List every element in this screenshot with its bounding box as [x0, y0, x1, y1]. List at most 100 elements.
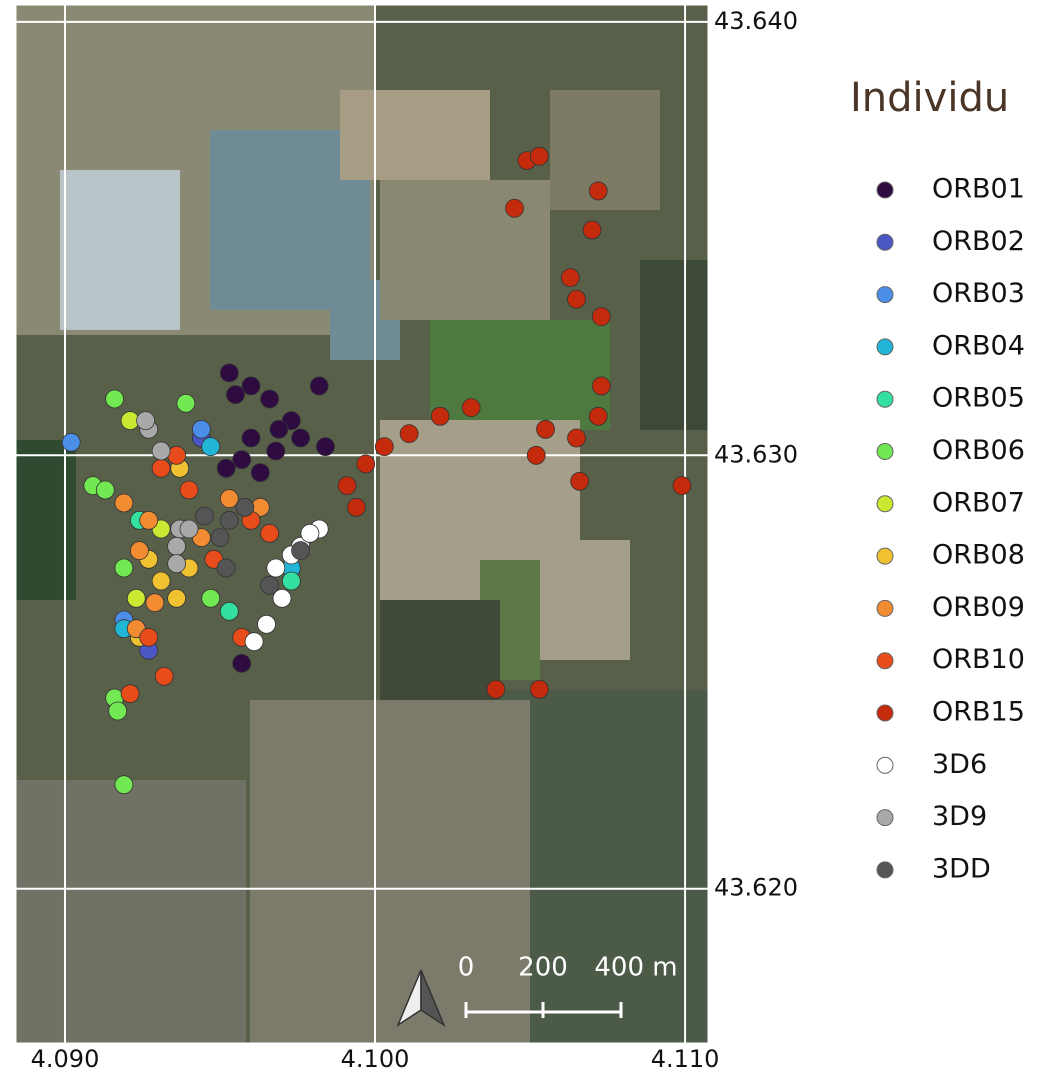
legend-swatch	[877, 339, 893, 355]
location-point	[137, 412, 155, 430]
location-point	[258, 615, 276, 633]
legend-label: 3DD	[932, 853, 991, 884]
location-point	[506, 199, 524, 217]
x-tick-label: 4.090	[31, 1045, 100, 1073]
location-point	[155, 667, 173, 685]
location-point	[152, 442, 170, 460]
x-tick-label: 4.110	[651, 1045, 720, 1073]
location-point	[592, 308, 610, 326]
location-point	[192, 420, 210, 438]
legend-label: ORB05	[932, 383, 1025, 414]
legend-swatch	[877, 862, 893, 878]
location-point	[140, 511, 158, 529]
location-point	[180, 481, 198, 499]
location-point	[236, 498, 254, 516]
location-point	[338, 477, 356, 495]
location-point	[400, 425, 418, 443]
location-point	[462, 399, 480, 417]
legend-title: Individu	[850, 75, 1009, 121]
location-point	[220, 364, 238, 382]
location-point	[115, 559, 133, 577]
location-point	[220, 490, 238, 508]
location-point	[96, 481, 114, 499]
location-point	[261, 576, 279, 594]
location-point	[537, 420, 555, 438]
y-tick-label: 43.640	[714, 7, 798, 35]
location-point	[202, 589, 220, 607]
location-point	[227, 386, 245, 404]
legend-label: 3D6	[932, 749, 987, 780]
location-point	[267, 442, 285, 460]
location-point	[211, 529, 229, 547]
legend-swatch	[877, 653, 893, 669]
location-point	[292, 542, 310, 560]
legend-swatch	[877, 705, 893, 721]
location-point	[316, 438, 334, 456]
location-point	[233, 451, 251, 469]
location-point	[168, 555, 186, 573]
scale-label: 0	[458, 953, 475, 983]
location-point	[261, 390, 279, 408]
location-point	[568, 290, 586, 308]
location-point	[62, 433, 80, 451]
legend-label: ORB09	[932, 592, 1025, 623]
legend-swatch	[877, 810, 893, 826]
location-point	[270, 420, 288, 438]
legend-swatch	[877, 548, 893, 564]
legend-swatch	[877, 234, 893, 250]
legend-swatch	[877, 600, 893, 616]
location-point	[140, 628, 158, 646]
location-point	[583, 221, 601, 239]
location-point	[568, 429, 586, 447]
legend-label: ORB15	[932, 697, 1025, 728]
location-point	[168, 537, 186, 555]
location-point	[487, 680, 505, 698]
location-point	[220, 602, 238, 620]
location-point	[527, 446, 545, 464]
location-point	[242, 429, 260, 447]
legend-swatch	[877, 757, 893, 773]
location-point	[251, 464, 269, 482]
legend-swatch	[877, 496, 893, 512]
location-point	[146, 594, 164, 612]
location-point	[347, 498, 365, 516]
location-point	[127, 589, 145, 607]
location-point	[180, 520, 198, 538]
location-point	[589, 407, 607, 425]
location-point	[233, 654, 251, 672]
location-point	[292, 429, 310, 447]
location-point	[168, 589, 186, 607]
x-tick-label: 4.100	[341, 1045, 410, 1073]
legend-swatch	[877, 444, 893, 460]
location-point	[589, 182, 607, 200]
location-point	[530, 147, 548, 165]
legend: ORB01ORB02ORB03ORB04ORB05ORB06ORB07ORB08…	[877, 174, 1025, 885]
location-point	[375, 438, 393, 456]
legend-swatch	[877, 391, 893, 407]
location-point	[267, 559, 285, 577]
legend-swatch	[877, 287, 893, 303]
location-point	[109, 702, 127, 720]
location-point	[282, 572, 300, 590]
location-point	[242, 377, 260, 395]
location-point	[245, 633, 263, 651]
location-point	[106, 390, 124, 408]
legend-label: ORB06	[932, 435, 1025, 466]
map-figure: 0 200 400 m Individu ORB01ORB02ORB03ORB0…	[0, 0, 1048, 1075]
legend-swatch	[877, 182, 893, 198]
location-point	[130, 542, 148, 560]
scale-label: 400 m	[594, 953, 677, 983]
legend-label: 3D9	[932, 801, 987, 832]
location-point	[301, 524, 319, 542]
location-point	[152, 459, 170, 477]
location-point	[673, 477, 691, 495]
location-point	[217, 459, 235, 477]
location-point	[561, 269, 579, 287]
location-point	[357, 455, 375, 473]
location-point	[261, 524, 279, 542]
legend-label: ORB01	[932, 174, 1025, 205]
location-point	[168, 446, 186, 464]
location-point	[115, 776, 133, 794]
location-point	[310, 377, 328, 395]
location-point	[530, 680, 548, 698]
